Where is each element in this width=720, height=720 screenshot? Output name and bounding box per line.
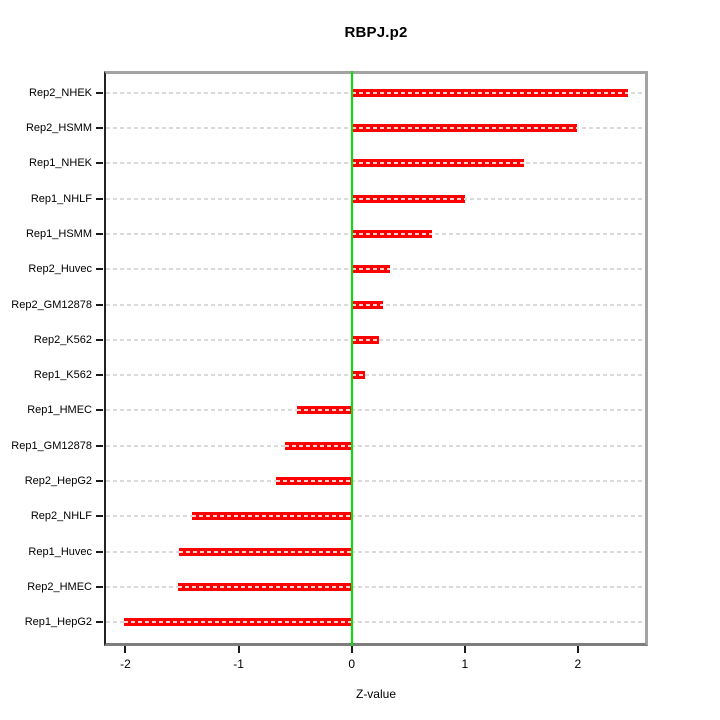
y-tick-label-Rep2_NHEK: Rep2_NHEK (29, 86, 92, 99)
y-tick-label-Rep2_HepG2: Rep2_HepG2 (24, 475, 92, 488)
bar-grid-overlay (351, 338, 379, 341)
y-axis-tick (96, 338, 103, 341)
x-tick-label-0: 0 (348, 657, 356, 671)
x-axis-tick (350, 646, 353, 653)
bar-Rep2_Huvec (351, 265, 391, 274)
x-tick-label--1: -1 (233, 657, 244, 671)
bar-grid-overlay (275, 480, 352, 483)
bar-Rep1_K562 (351, 371, 366, 380)
y-axis-tick (96, 444, 103, 447)
y-axis-tick (96, 550, 103, 553)
bar-grid-overlay (351, 197, 465, 200)
x-axis-tick (463, 646, 466, 653)
bar-grid-overlay (177, 586, 352, 589)
bar-grid-overlay (351, 91, 628, 94)
row-grid-line (106, 586, 645, 589)
bar-Rep2_NHLF (192, 512, 352, 521)
y-axis-tick (96, 303, 103, 306)
y-tick-label-Rep2_NHLF: Rep2_NHLF (30, 510, 92, 523)
row-grid-line (106, 480, 645, 483)
y-axis-tick (96, 91, 103, 94)
y-tick-label-Rep1_HepG2: Rep1_HepG2 (24, 616, 92, 629)
bar-grid-overlay (192, 515, 352, 518)
y-axis-tick (96, 232, 103, 235)
x-axis-title: Z-value (355, 687, 396, 701)
y-axis-tick (96, 126, 103, 129)
y-axis-tick (96, 409, 103, 412)
y-tick-label-Rep1_NHLF: Rep1_NHLF (30, 192, 92, 205)
y-tick-label-Rep1_HMEC: Rep1_HMEC (27, 404, 92, 417)
y-tick-label-Rep1_Huvec: Rep1_Huvec (28, 545, 92, 558)
y-tick-label-Rep1_HSMM: Rep1_HSMM (25, 227, 92, 240)
y-tick-label-Rep1_K562: Rep1_K562 (33, 369, 92, 382)
bar-Rep1_NHEK (351, 159, 524, 168)
x-axis-tick (124, 646, 127, 653)
bar-grid-overlay (351, 268, 391, 271)
chart-title: RBPJ.p2 (344, 24, 408, 41)
bar-grid-overlay (284, 444, 352, 447)
bar-Rep2_HMEC (177, 583, 352, 592)
plot-area (104, 71, 648, 646)
row-grid-line (106, 621, 645, 624)
x-tick-label-1: 1 (461, 657, 469, 671)
y-axis-tick (96, 374, 103, 377)
y-axis-tick (96, 621, 103, 624)
row-grid-line (106, 374, 645, 377)
bar-Rep2_HepG2 (275, 477, 352, 486)
bar-Rep1_HSMM (351, 229, 432, 238)
zero-reference-line (350, 71, 353, 646)
row-grid-line (106, 444, 645, 447)
bar-grid-overlay (297, 409, 352, 412)
y-axis-tick (96, 162, 103, 165)
x-tick-label--2: -2 (120, 657, 131, 671)
row-grid-line (106, 515, 645, 518)
x-tick-label-2: 2 (574, 657, 582, 671)
bar-Rep2_HSMM (351, 123, 577, 132)
y-axis-tick (96, 515, 103, 518)
y-axis-tick (96, 197, 103, 200)
y-tick-label-Rep2_HMEC: Rep2_HMEC (27, 581, 92, 594)
bar-Rep2_NHEK (351, 88, 628, 97)
x-axis-tick (237, 646, 240, 653)
bar-grid-overlay (351, 303, 384, 306)
y-axis-tick (96, 268, 103, 271)
bar-grid-overlay (351, 232, 432, 235)
bar-grid-overlay (351, 374, 366, 377)
y-tick-label-Rep2_K562: Rep2_K562 (33, 333, 92, 346)
bar-grid-overlay (351, 162, 524, 165)
bar-grid-overlay (124, 621, 352, 624)
bar-grid-overlay (178, 550, 352, 553)
row-grid-line (106, 409, 645, 412)
y-tick-label-Rep2_GM12878: Rep2_GM12878 (11, 298, 92, 311)
bar-Rep1_NHLF (351, 194, 465, 203)
bar-Rep1_HMEC (297, 406, 352, 415)
y-tick-label-Rep2_HSMM: Rep2_HSMM (25, 121, 92, 134)
y-axis-tick (96, 480, 103, 483)
bar-Rep1_GM12878 (284, 441, 352, 450)
x-axis-tick (576, 646, 579, 653)
y-tick-label-Rep1_NHEK: Rep1_NHEK (29, 157, 92, 170)
row-grid-line (106, 550, 645, 553)
y-axis-tick (96, 586, 103, 589)
y-tick-label-Rep1_GM12878: Rep1_GM12878 (11, 439, 92, 452)
bar-Rep2_K562 (351, 335, 379, 344)
bar-Rep2_GM12878 (351, 300, 384, 309)
bar-Rep1_Huvec (178, 547, 352, 556)
bar-grid-overlay (351, 126, 577, 129)
bar-Rep1_HepG2 (124, 618, 352, 627)
y-tick-label-Rep2_Huvec: Rep2_Huvec (28, 263, 92, 276)
